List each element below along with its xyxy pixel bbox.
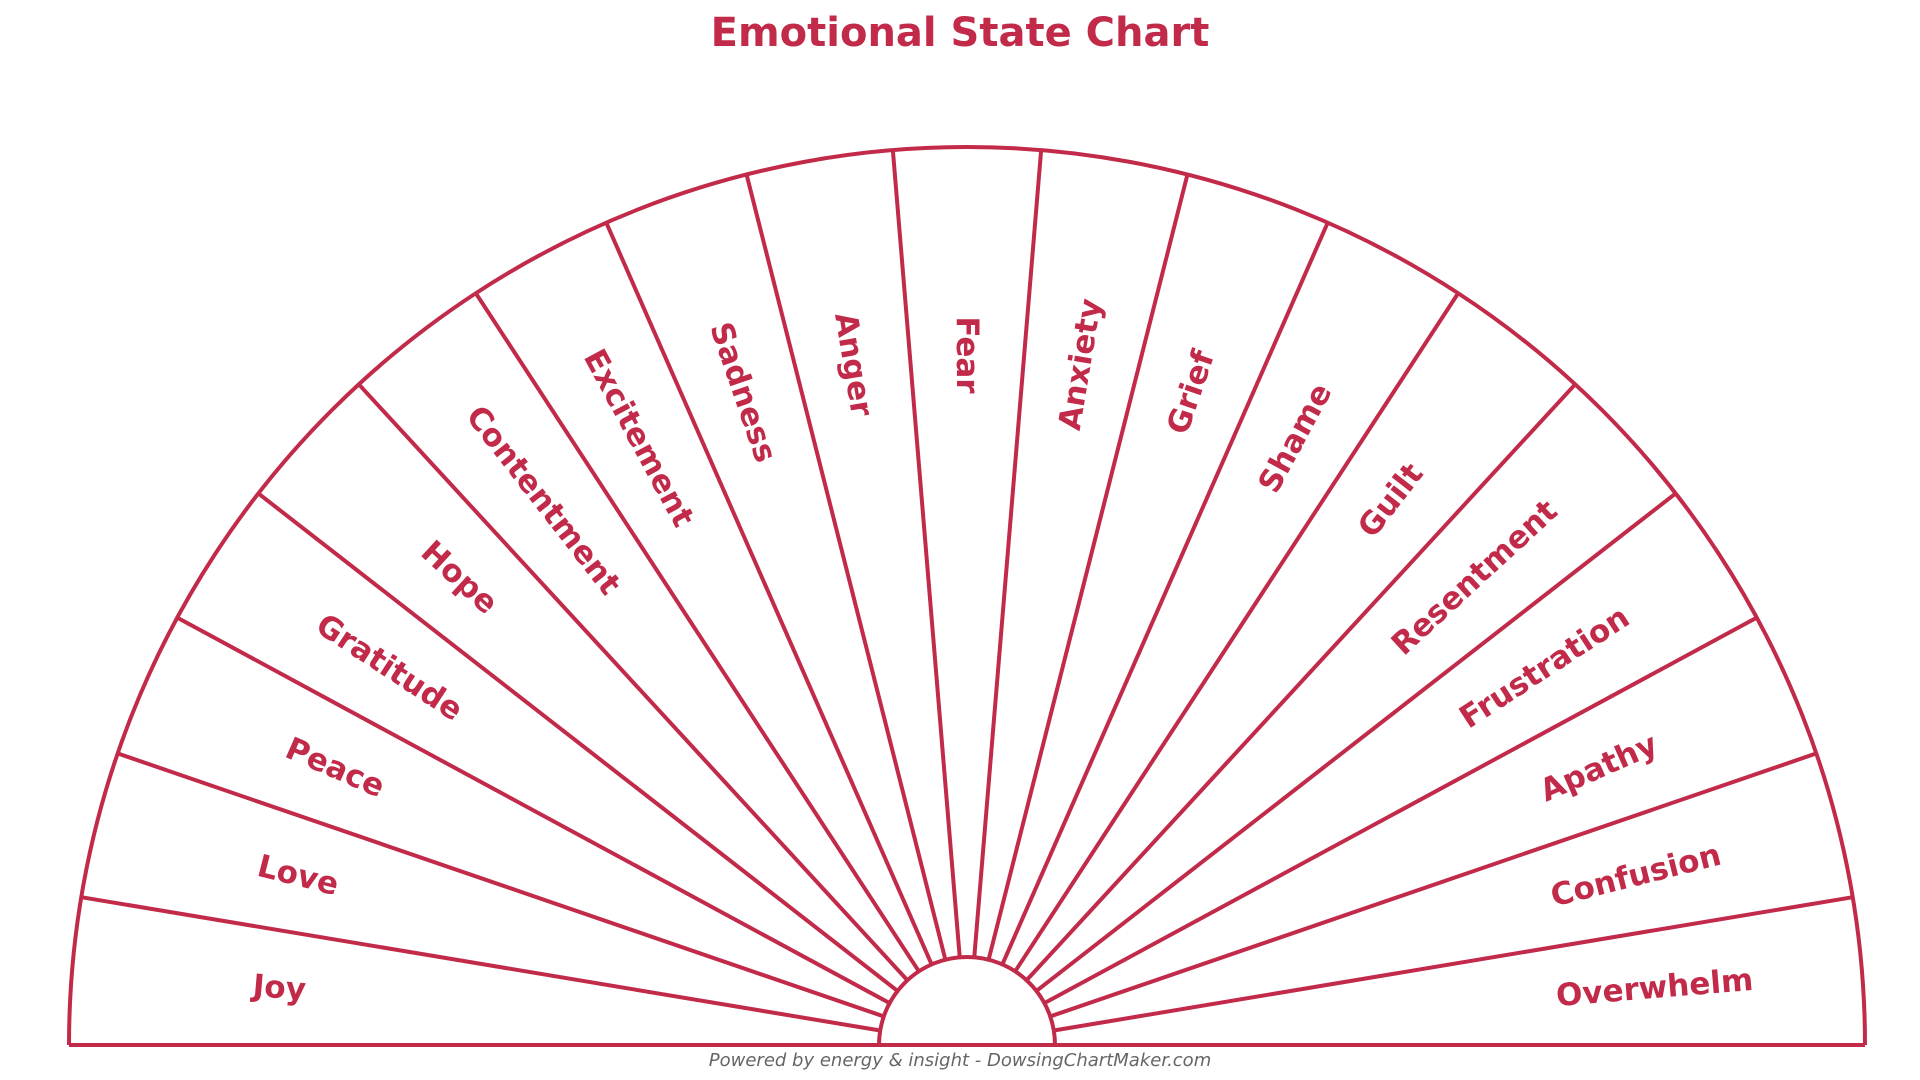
segment-divider (1043, 615, 1758, 1005)
segment-label-shame: Shame (1251, 377, 1339, 498)
segment-divider (1013, 292, 1460, 973)
segment-divider (357, 382, 909, 982)
footer-credit: Powered by energy & insight - DowsingCha… (708, 1050, 1212, 1071)
segment-divider (744, 173, 948, 961)
chart-lines (67, 145, 1867, 1047)
segment-label-overwhelm: Overwhelm (1555, 962, 1755, 1014)
segment-label-contentment: Contentment (459, 399, 628, 602)
segment-label-sadness: Sadness (702, 318, 783, 467)
segment-divider (474, 292, 921, 973)
segment-divider (890, 149, 962, 958)
segment-divider (986, 173, 1190, 961)
segment-label-apathy: Apathy (1535, 726, 1663, 809)
chart-title: Emotional State Chart (710, 10, 1210, 56)
segment-label-guilt: Guilt (1351, 456, 1431, 544)
segment-label-confusion: Confusion (1547, 837, 1725, 915)
segment-divider (1000, 221, 1330, 966)
segment-label-resentment: Resentment (1385, 493, 1565, 663)
segment-label-love: Love (254, 848, 343, 903)
segment-label-frustration: Frustration (1453, 599, 1636, 736)
segment-label-peace: Peace (280, 730, 390, 805)
segment-divider (80, 895, 881, 1033)
inner-hub-arc (877, 955, 1057, 1046)
segment-divider (257, 491, 899, 993)
segment-label-excitement: Excitement (576, 343, 701, 533)
segment-divider (604, 221, 934, 966)
segment-divider (176, 615, 891, 1005)
segment-label-anxiety: Anxiety (1052, 296, 1109, 433)
segment-divider (972, 149, 1044, 958)
segment-divider (1035, 491, 1677, 993)
segment-label-fear: Fear (949, 316, 985, 394)
segment-label-hope: Hope (414, 534, 505, 622)
segment-divider (1025, 382, 1577, 982)
segment-label-anger: Anger (827, 310, 880, 420)
segment-divider (1049, 751, 1817, 1019)
segment-label-joy: Joy (249, 968, 307, 1008)
segment-divider (1053, 895, 1854, 1033)
segment-label-grief: Grief (1160, 345, 1222, 438)
outer-arc (67, 145, 1867, 1046)
segment-label-gratitude: Gratitude (310, 607, 470, 729)
segment-divider (117, 751, 885, 1019)
